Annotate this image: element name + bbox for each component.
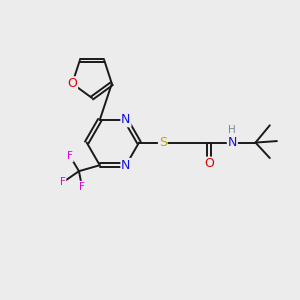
Text: F: F [79, 182, 85, 192]
Text: O: O [67, 77, 77, 90]
Text: H: H [229, 125, 236, 135]
Text: F: F [67, 151, 73, 161]
Text: O: O [204, 158, 214, 170]
Text: F: F [60, 178, 66, 188]
Text: N: N [121, 159, 130, 172]
Text: N: N [228, 136, 237, 149]
Text: S: S [159, 136, 167, 149]
Text: N: N [121, 113, 130, 126]
